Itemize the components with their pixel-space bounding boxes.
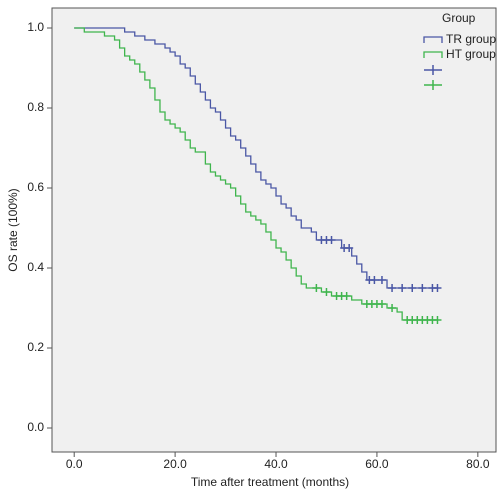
legend-swatch [423, 36, 443, 43]
legend-label: HT group [446, 47, 496, 61]
censor-mark [312, 284, 321, 292]
survival-curve [74, 27, 438, 289]
x-tick-label: 80.0 [466, 457, 490, 471]
censor-mark [398, 284, 407, 292]
x-tick-label: 60.0 [365, 457, 389, 471]
censor-mark [377, 276, 386, 284]
plot-area [51, 7, 497, 453]
censor-mark [345, 244, 354, 252]
censor-mark [370, 276, 379, 284]
censor-mark [433, 284, 442, 292]
y-tick-label: 0.0 [27, 420, 44, 434]
censor-mark [322, 288, 331, 296]
x-tick-label: 40.0 [264, 457, 288, 471]
censor-mark [327, 236, 336, 244]
y-tick-label: 0.2 [27, 340, 44, 354]
y-tick-label: 0.8 [27, 100, 44, 114]
censor-mark [388, 304, 397, 312]
y-tick-label: 0.4 [27, 260, 44, 274]
censor-mark [388, 284, 397, 292]
x-tick-label: 0.0 [66, 457, 83, 471]
y-axis-label: OS rate (100%) [6, 188, 20, 271]
legend-title: Group [442, 11, 476, 25]
x-tick-label: 20.0 [163, 457, 187, 471]
legend-label: TR group [446, 32, 496, 46]
survival-curve [74, 27, 438, 321]
legend-censor-swatch [424, 80, 442, 90]
censor-mark [377, 300, 386, 308]
y-tick-label: 1.0 [27, 20, 44, 34]
y-tick-label: 0.6 [27, 180, 44, 194]
censor-mark [433, 316, 442, 324]
legend-swatch [423, 51, 443, 58]
legend-censor-swatch [424, 65, 442, 75]
censor-mark [418, 284, 427, 292]
censor-mark [408, 284, 417, 292]
x-axis-label: Time after treatment (months) [191, 475, 349, 489]
censor-mark [342, 292, 351, 300]
